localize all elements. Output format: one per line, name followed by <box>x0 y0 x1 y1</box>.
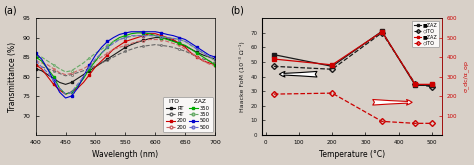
ZAZ <box>429 83 435 85</box>
ZAZ <box>412 83 418 85</box>
ZAZ <box>429 84 435 86</box>
X-axis label: Temperature (°C): Temperature (°C) <box>319 150 385 159</box>
X-axis label: Wavelength (nm): Wavelength (nm) <box>92 150 158 159</box>
ZAZ <box>379 30 385 32</box>
Line: ITO: ITO <box>272 91 434 125</box>
ITO <box>412 122 418 124</box>
ZAZ <box>379 31 385 33</box>
Y-axis label: Transmittance (%): Transmittance (%) <box>9 42 18 112</box>
Legend: RT, RT, 200, 200, 350, 350, 500, 500: RT, RT, 200, 200, 350, 350, 500, 500 <box>163 97 212 132</box>
ZAZ <box>271 58 277 60</box>
Text: (b): (b) <box>230 6 244 16</box>
Y-axis label: σ_dc/α_op: σ_dc/α_op <box>463 61 468 93</box>
ITO <box>429 86 435 88</box>
Line: ITO: ITO <box>272 31 434 89</box>
ITO <box>329 92 335 94</box>
Line: ZAZ: ZAZ <box>272 29 434 87</box>
ITO <box>412 83 418 85</box>
ZAZ <box>271 54 277 56</box>
ITO <box>329 68 335 70</box>
ITO <box>379 32 385 34</box>
ITO <box>271 93 277 95</box>
Line: ZAZ: ZAZ <box>272 30 434 86</box>
ZAZ <box>412 84 418 86</box>
Legend: ■ZAZ, ◇ITO, ■ZAZ, ◇ITO: ■ZAZ, ◇ITO, ■ZAZ, ◇ITO <box>412 20 439 47</box>
Y-axis label: Haacke FoM (10⁻³ Ω⁻¹): Haacke FoM (10⁻³ Ω⁻¹) <box>239 41 245 112</box>
Text: (a): (a) <box>3 6 17 16</box>
ITO <box>429 122 435 124</box>
ZAZ <box>329 64 335 66</box>
ZAZ <box>329 65 335 67</box>
ITO <box>379 120 385 122</box>
ITO <box>271 65 277 67</box>
